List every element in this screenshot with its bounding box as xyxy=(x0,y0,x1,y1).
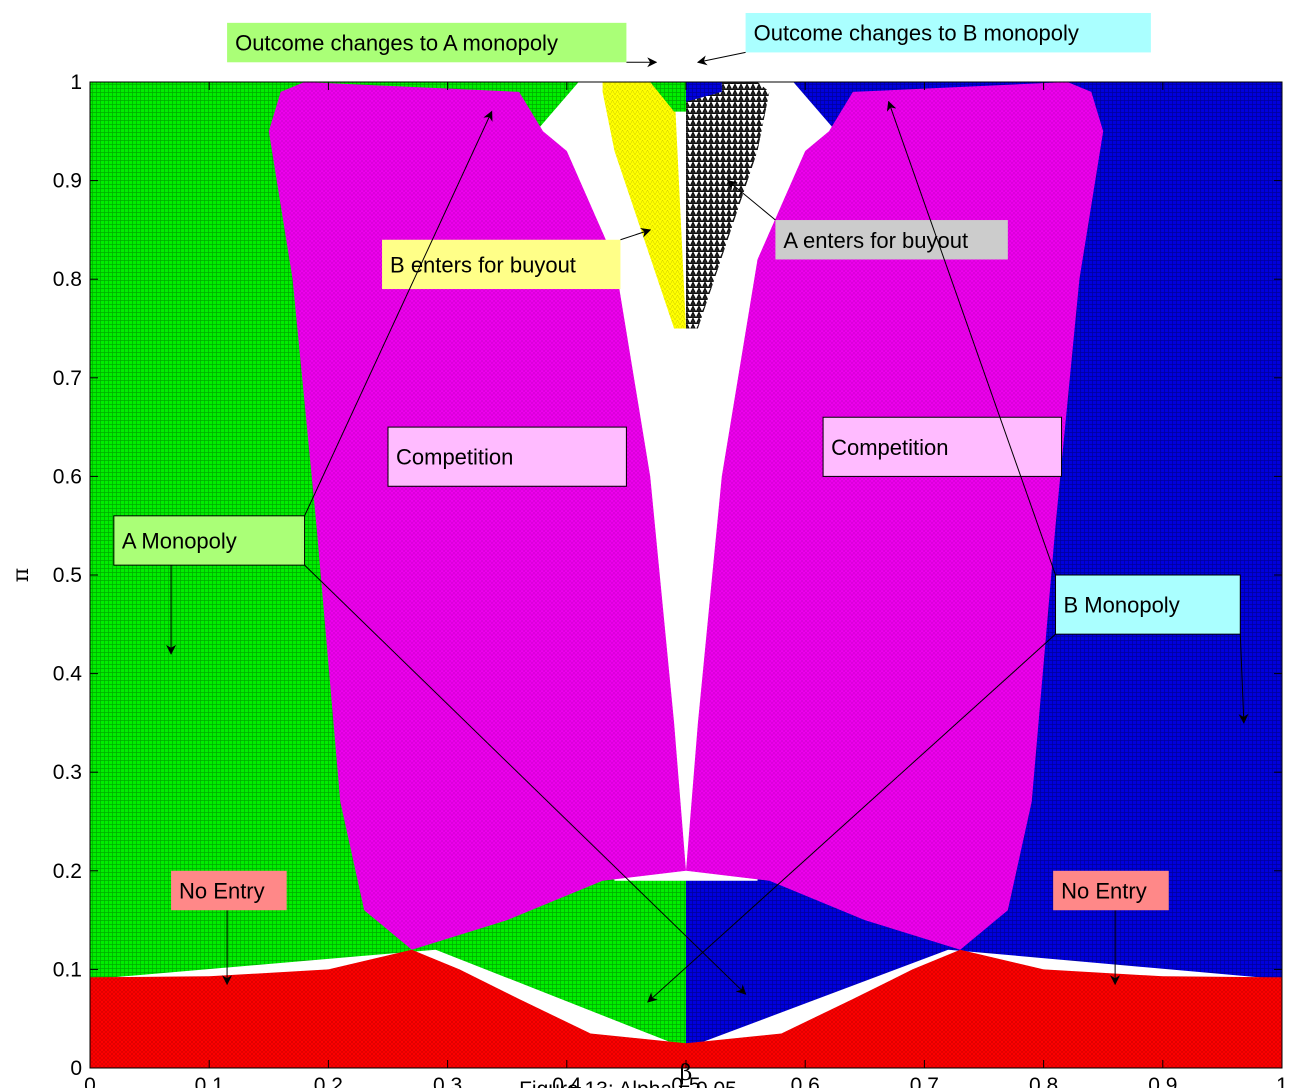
annotation-box xyxy=(113,515,306,566)
annotations-layer: Outcome changes to A monopoly Outcome cha… xyxy=(113,12,1249,1003)
x-tick-label: 0.8 xyxy=(1029,1074,1058,1088)
annotation-arrow xyxy=(304,564,747,995)
annotation-box xyxy=(382,239,621,290)
annotation-outcome-changes-to-b-monopoly: Outcome changes to B monopoly xyxy=(696,12,1151,66)
annotation-arrow xyxy=(886,100,1056,576)
y-tick-label: 0.7 xyxy=(53,367,82,390)
annotation-outcome-changes-to-a-monopoly: Outcome changes to A monopoly xyxy=(227,22,658,68)
annotation-arrow xyxy=(620,227,652,241)
x-tick-label: 0.1 xyxy=(195,1074,224,1088)
x-tick-label: 0.2 xyxy=(314,1074,343,1088)
annotation-box xyxy=(171,870,287,911)
y-tick-label: 0.1 xyxy=(53,958,82,981)
y-axis-label: π xyxy=(9,568,34,582)
annotation-box xyxy=(775,220,1008,260)
annotation-box xyxy=(822,416,1062,477)
axis-ticks: 0 0.1 0.2 0.3 0.4 0.5 0.6 0.7 0.8 0.9 1 0 0.1 0.2 0.3 0… xyxy=(53,71,1288,1088)
region-competition-3 xyxy=(686,82,1104,950)
region-competition-2 xyxy=(268,82,686,950)
region-no-entry-4 xyxy=(90,949,1282,1068)
x-tick-label: 0 xyxy=(84,1074,96,1088)
y-tick-label: 0.8 xyxy=(53,268,82,291)
annotation-text: Competition xyxy=(831,435,948,460)
region-b-enters-for-buyout-5 xyxy=(602,82,686,329)
x-axis-label: β xyxy=(680,1061,693,1086)
annotation-text: Outcome changes to B monopoly xyxy=(754,21,1079,46)
annotation-text: B Monopoly xyxy=(1064,593,1180,618)
x-tick-label: 0.4 xyxy=(552,1074,582,1088)
region-a-monopoly-strip-7 xyxy=(650,82,686,112)
annotation-text: Outcome changes to A monopoly xyxy=(235,31,558,56)
y-tick-label: 0.2 xyxy=(53,860,82,883)
y-tick-label: 0.5 xyxy=(53,564,82,587)
annotation-a-monopoly: A Monopoly xyxy=(113,110,747,995)
y-tick-label: 0.3 xyxy=(53,761,82,784)
annotation-text: B enters for buyout xyxy=(390,252,576,277)
region-b-monopoly-strip-8 xyxy=(686,82,722,102)
y-tick-label: 0 xyxy=(70,1057,82,1080)
x-tick-label: 0.6 xyxy=(791,1074,820,1088)
y-tick-label: 0.6 xyxy=(53,465,82,488)
annotation-no-entry: No Entry xyxy=(171,870,287,986)
region-a-enters-for-buyout-6 xyxy=(686,82,770,329)
x-tick-label: 0.5 xyxy=(671,1074,700,1088)
plot-area xyxy=(90,82,1282,1068)
annotation-arrow xyxy=(647,633,1056,1003)
figure-caption: Figure 13: Alpha = 0.05 ... xyxy=(519,1078,760,1088)
annotation-competition: Competition xyxy=(387,426,627,487)
annotation-box xyxy=(387,426,627,487)
annotation-arrow xyxy=(696,51,746,66)
y-tick-label: 1 xyxy=(70,71,82,94)
x-tick-label: 0.9 xyxy=(1148,1074,1177,1088)
annotation-text: Competition xyxy=(396,445,513,470)
axes-frame xyxy=(89,81,1283,1069)
annotation-text: No Entry xyxy=(179,879,265,904)
annotation-competition: Competition xyxy=(822,416,1062,477)
annotation-b-monopoly: B Monopoly xyxy=(647,100,1249,1003)
y-tick-label: 0.9 xyxy=(53,170,82,193)
annotation-box xyxy=(1053,870,1169,911)
annotation-no-entry: No Entry xyxy=(1053,870,1169,986)
annotation-arrow xyxy=(1238,634,1249,724)
annotation-arrow xyxy=(304,110,493,517)
annotation-box xyxy=(227,22,627,63)
x-tick-label: 0.3 xyxy=(433,1074,462,1088)
y-tick-label: 0.4 xyxy=(53,663,83,686)
annotation-arrow xyxy=(726,179,776,221)
annotation-box xyxy=(1055,574,1241,635)
annotation-text: A Monopoly xyxy=(122,528,237,553)
x-tick-label: 0.7 xyxy=(910,1074,939,1088)
x-tick-label: 1 xyxy=(1276,1074,1288,1088)
annotation-text: No Entry xyxy=(1061,879,1147,904)
annotation-box xyxy=(745,12,1151,53)
